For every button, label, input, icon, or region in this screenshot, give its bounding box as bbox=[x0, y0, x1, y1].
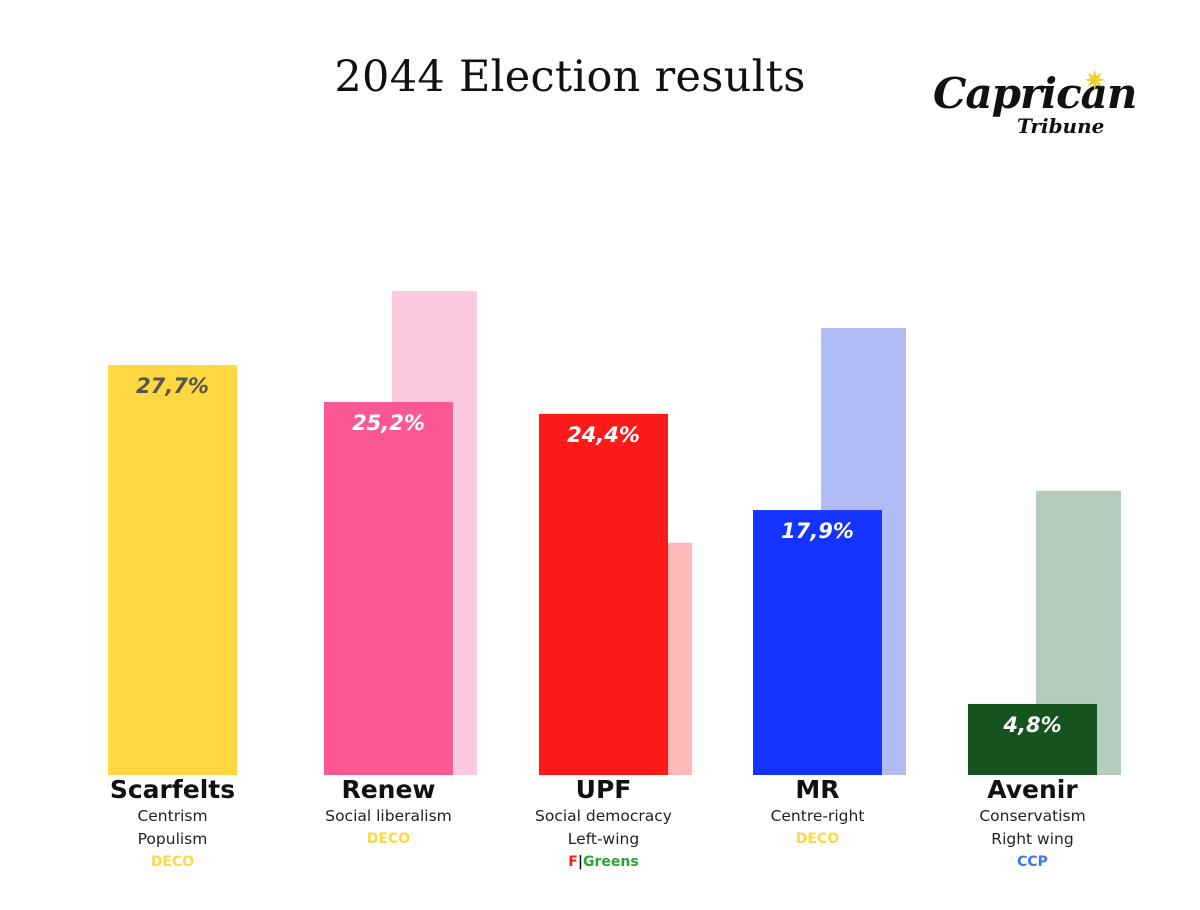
coalition-part: CCP bbox=[1017, 854, 1048, 870]
coalition-part: Greens bbox=[583, 854, 639, 870]
data-label-renew: 25,2% bbox=[352, 411, 425, 435]
party-ideology: Populism bbox=[137, 830, 208, 848]
category-label-upf: UPF Social democracy Left-wing F|Greens bbox=[504, 775, 704, 873]
bar-scarfelts bbox=[108, 365, 237, 775]
party-name: MR bbox=[795, 775, 840, 804]
party-name: UPF bbox=[575, 775, 632, 804]
coalition-part: DECO bbox=[366, 831, 411, 847]
coalition-tag: F|Greens bbox=[504, 851, 704, 873]
category-label-scarfelts: Scarfelts Centrism Populism DECO bbox=[73, 775, 273, 873]
bar-upf bbox=[539, 413, 668, 775]
chart-title: 2044 Election results bbox=[334, 52, 806, 102]
coalition-tag: DECO bbox=[289, 828, 489, 850]
data-label-upf: 24,4% bbox=[567, 423, 640, 447]
party-ideology: Centrism bbox=[137, 807, 208, 825]
data-label-mr: 17,9% bbox=[781, 519, 854, 543]
coalition-tag: CCP bbox=[933, 851, 1133, 873]
coalition-part: | bbox=[577, 854, 583, 870]
category-label-avenir: Avenir Conservatism Right wing CCP bbox=[933, 775, 1133, 873]
bar-mr bbox=[753, 510, 882, 775]
party-name: Avenir bbox=[987, 775, 1078, 804]
coalition-part: DECO bbox=[795, 831, 840, 847]
bar-avenir bbox=[968, 703, 1097, 775]
party-ideology: Social democracy bbox=[535, 807, 672, 825]
coalition-part: DECO bbox=[150, 854, 195, 870]
party-ideology: Centre-right bbox=[770, 807, 865, 825]
party-name: Renew bbox=[341, 775, 436, 804]
bar-renew bbox=[324, 402, 453, 775]
coalition-tag: DECO bbox=[73, 851, 273, 873]
data-label-avenir: 4,8% bbox=[1002, 713, 1061, 737]
newspaper-logo: Caprican Tribune ✷ bbox=[933, 64, 1137, 150]
coalition-part: F bbox=[568, 854, 578, 870]
data-label-scarfelts: 27,7% bbox=[136, 374, 209, 398]
star-icon: ✷ bbox=[1083, 64, 1107, 97]
category-label-mr: MR Centre-right DECO bbox=[718, 775, 918, 850]
party-ideology: Left-wing bbox=[567, 830, 640, 848]
party-name: Scarfelts bbox=[109, 775, 236, 804]
logo-main-text: Caprican bbox=[933, 69, 1137, 118]
party-ideology: Right wing bbox=[991, 830, 1074, 848]
logo-sub-text: Tribune bbox=[1017, 114, 1105, 138]
party-ideology: Social liberalism bbox=[325, 807, 452, 825]
coalition-tag: DECO bbox=[718, 828, 918, 850]
category-label-renew: Renew Social liberalism DECO bbox=[289, 775, 489, 850]
party-ideology: Conservatism bbox=[979, 807, 1086, 825]
